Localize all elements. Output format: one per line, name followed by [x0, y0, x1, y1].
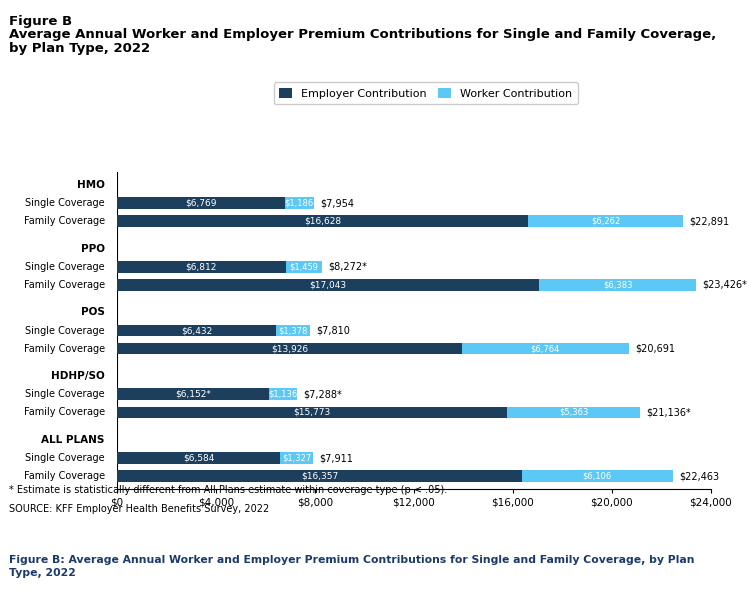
- Text: Family Coverage: Family Coverage: [23, 471, 105, 481]
- Text: $21,136*: $21,136*: [646, 407, 691, 418]
- Text: Family Coverage: Family Coverage: [23, 344, 105, 354]
- Text: Single Coverage: Single Coverage: [25, 325, 105, 336]
- Text: $6,769: $6,769: [185, 199, 217, 207]
- Bar: [284, 197, 314, 209]
- Text: $13,926: $13,926: [271, 344, 308, 353]
- Text: $6,584: $6,584: [183, 454, 214, 462]
- Text: $7,810: $7,810: [317, 325, 350, 336]
- Bar: [117, 325, 276, 336]
- Bar: [117, 470, 522, 482]
- Text: Single Coverage: Single Coverage: [25, 198, 105, 208]
- Text: Figure B: Figure B: [9, 15, 72, 28]
- Text: $7,911: $7,911: [319, 453, 353, 463]
- Text: $6,432: $6,432: [181, 326, 212, 335]
- Bar: [117, 389, 269, 400]
- Text: $8,272*: $8,272*: [328, 262, 367, 272]
- Text: $16,628: $16,628: [304, 216, 341, 226]
- Text: $15,773: $15,773: [293, 408, 331, 417]
- Bar: [117, 343, 461, 354]
- Text: $7,954: $7,954: [320, 198, 354, 208]
- Bar: [538, 279, 696, 291]
- Text: $22,463: $22,463: [679, 471, 719, 481]
- Text: $6,812: $6,812: [186, 262, 217, 271]
- Text: $20,691: $20,691: [635, 344, 675, 354]
- Text: * Estimate is statistically different from All Plans estimate within coverage ty: * Estimate is statistically different fr…: [9, 485, 448, 495]
- Text: $1,459: $1,459: [289, 262, 318, 271]
- Text: HDHP/SO: HDHP/SO: [51, 371, 105, 381]
- Bar: [117, 261, 286, 272]
- Bar: [117, 197, 284, 209]
- Text: $23,426*: $23,426*: [702, 280, 748, 290]
- Text: $22,891: $22,891: [689, 216, 730, 226]
- Text: $1,327: $1,327: [282, 454, 311, 462]
- Text: $6,152*: $6,152*: [175, 390, 211, 399]
- Text: by Plan Type, 2022: by Plan Type, 2022: [9, 42, 150, 55]
- Text: $1,378: $1,378: [278, 326, 308, 335]
- Text: Family Coverage: Family Coverage: [23, 280, 105, 290]
- Text: $17,043: $17,043: [309, 280, 346, 290]
- Text: $6,106: $6,106: [583, 472, 612, 481]
- Text: Single Coverage: Single Coverage: [25, 389, 105, 399]
- Bar: [117, 407, 507, 418]
- Bar: [461, 343, 629, 354]
- Bar: [269, 389, 297, 400]
- Text: $16,357: $16,357: [301, 472, 338, 481]
- Text: $1,186: $1,186: [284, 199, 314, 207]
- Text: $6,383: $6,383: [603, 280, 632, 290]
- Text: Average Annual Worker and Employer Premium Contributions for Single and Family C: Average Annual Worker and Employer Premi…: [9, 28, 717, 41]
- Bar: [280, 452, 313, 464]
- Text: POS: POS: [81, 308, 105, 317]
- Text: ALL PLANS: ALL PLANS: [42, 435, 105, 445]
- Legend: Employer Contribution, Worker Contribution: Employer Contribution, Worker Contributi…: [274, 82, 578, 105]
- Bar: [507, 407, 640, 418]
- Text: PPO: PPO: [81, 244, 105, 254]
- Text: $1,136: $1,136: [268, 390, 298, 399]
- Text: Figure B: Average Annual Worker and Employer Premium Contributions for Single an: Figure B: Average Annual Worker and Empl…: [9, 555, 695, 579]
- Text: Family Coverage: Family Coverage: [23, 216, 105, 226]
- Text: SOURCE: KFF Employer Health Benefits Survey, 2022: SOURCE: KFF Employer Health Benefits Sur…: [9, 504, 269, 514]
- Text: HMO: HMO: [77, 180, 105, 190]
- Text: Single Coverage: Single Coverage: [25, 262, 105, 272]
- Text: $6,262: $6,262: [591, 216, 621, 226]
- Text: Family Coverage: Family Coverage: [23, 407, 105, 418]
- Bar: [276, 325, 310, 336]
- Bar: [117, 215, 528, 227]
- Text: $7,288*: $7,288*: [304, 389, 342, 399]
- Bar: [117, 279, 538, 291]
- Bar: [117, 452, 280, 464]
- Text: $5,363: $5,363: [559, 408, 588, 417]
- Text: Single Coverage: Single Coverage: [25, 453, 105, 463]
- Bar: [286, 261, 322, 272]
- Bar: [522, 470, 673, 482]
- Text: $6,764: $6,764: [531, 344, 560, 353]
- Bar: [528, 215, 683, 227]
